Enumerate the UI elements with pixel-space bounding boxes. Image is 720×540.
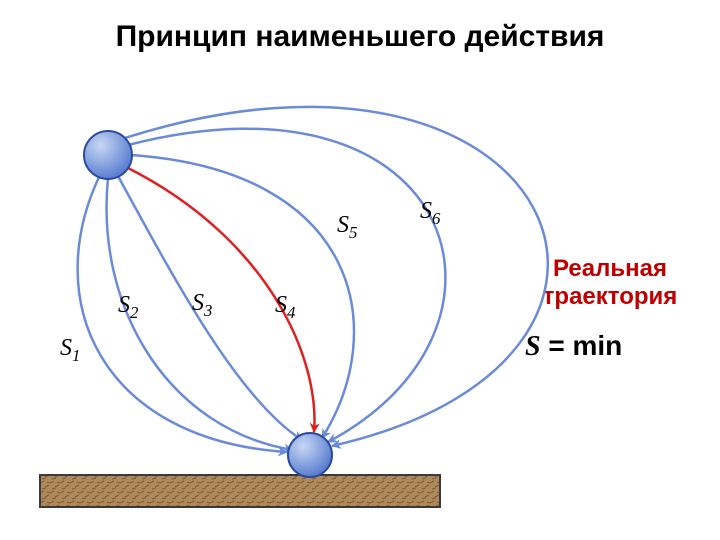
- trajectory-paths: [78, 107, 548, 452]
- path-s7: [125, 107, 548, 446]
- label-s2: S2: [118, 292, 138, 323]
- ball-end: [288, 433, 332, 477]
- diagram-svg: [0, 0, 720, 540]
- label-s3: S3: [192, 290, 212, 321]
- ground-strip: [40, 475, 440, 507]
- label-s1: S1: [60, 335, 80, 366]
- ball-start: [84, 131, 132, 179]
- path-s1: [78, 175, 287, 452]
- label-s6: S6: [420, 198, 440, 229]
- path-s6: [128, 129, 445, 442]
- path-s5: [130, 155, 354, 438]
- label-s4: S4: [275, 292, 295, 323]
- label-s5: S5: [337, 212, 357, 243]
